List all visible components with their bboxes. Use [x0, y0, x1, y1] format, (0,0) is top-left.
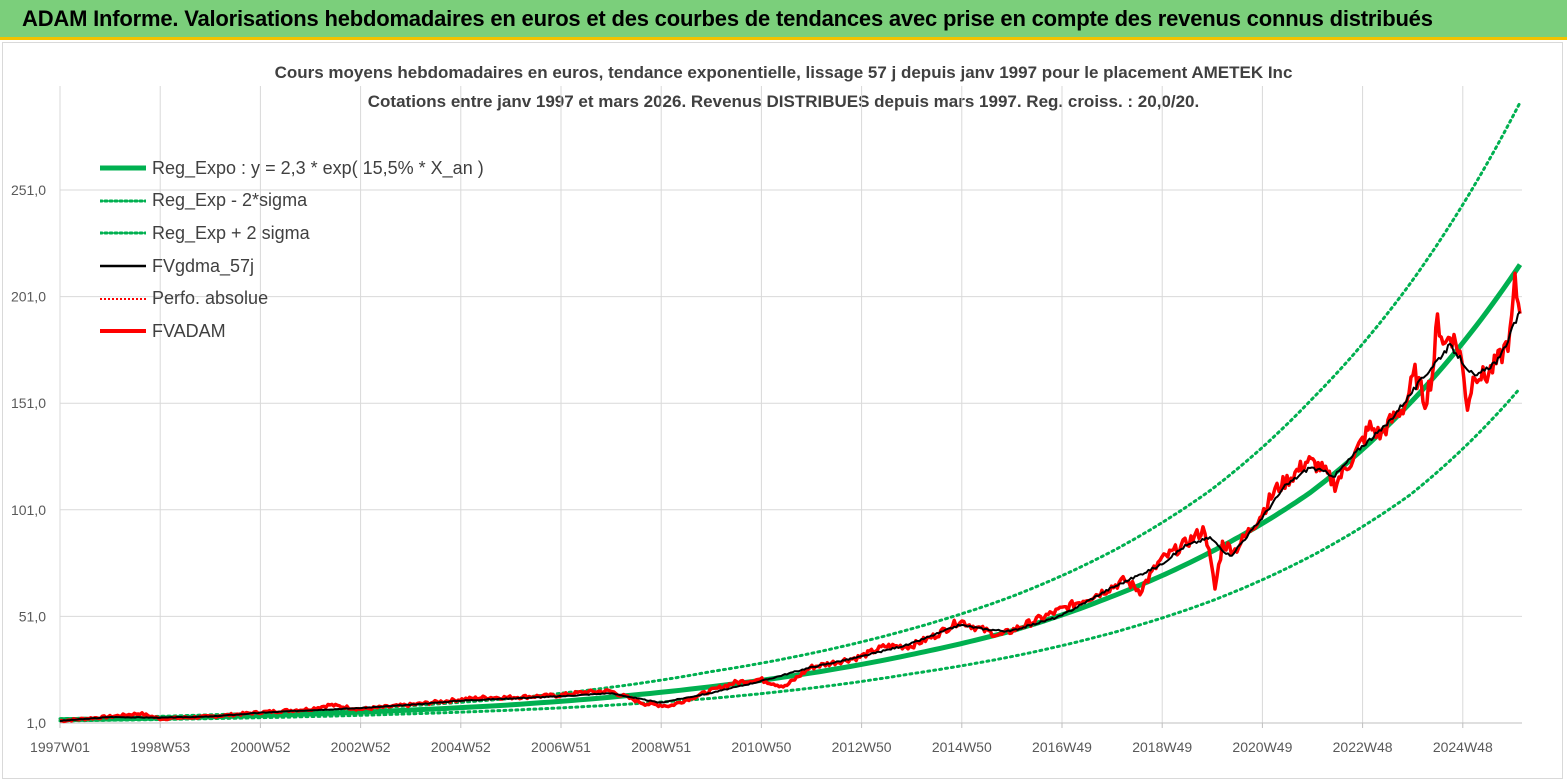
legend-label-fvgdma: FVgdma_57j [152, 255, 255, 276]
legend-label-reg-exp-minus: Reg_Exp - 2*sigma [152, 190, 308, 211]
chart-area [2, 42, 1563, 779]
legend-swatch-perfo [100, 297, 146, 300]
legend-item-reg-expo: Reg_Expo : y = 2,3 * exp( 15,5% * X_an ) [100, 152, 484, 185]
legend-item-fvgdma: FVgdma_57j [100, 250, 484, 283]
legend-label-perfo: Perfo. absolue [152, 288, 269, 309]
x-tick-label: 2020W49 [1232, 739, 1292, 755]
x-tick-label: 2004W52 [431, 739, 491, 755]
x-tick-label: 2002W52 [331, 739, 391, 755]
x-tick-label: 2010W50 [731, 739, 791, 755]
legend-item-reg-exp-plus: Reg_Exp + 2 sigma [100, 217, 484, 250]
x-tick-label: 2006W51 [531, 739, 591, 755]
series-reg-exp-minus-2sigma [58, 386, 1522, 723]
legend-swatch-reg-exp-minus [100, 199, 146, 203]
series-fvgdma-57j [59, 310, 1521, 722]
y-tick-label: 1,0 [27, 715, 47, 731]
x-tick-label: 2008W51 [631, 739, 691, 755]
legend-swatch-fvadam [100, 329, 146, 334]
x-tick-label: 2018W49 [1132, 739, 1192, 755]
chart-title: Cours moyens hebdomadaires en euros, ten… [274, 63, 1293, 82]
banner-title: ADAM Informe. Valorisations hebdomadaire… [22, 6, 1433, 31]
y-tick-label: 251,0 [11, 182, 46, 198]
legend-swatch-fvgdma [100, 264, 146, 268]
legend-swatch-reg-exp-plus [100, 231, 146, 235]
x-tick-label: 2016W49 [1032, 739, 1092, 755]
chart-legend: Reg_Expo : y = 2,3 * exp( 15,5% * X_an )… [100, 152, 484, 348]
report-banner: ADAM Informe. Valorisations hebdomadaire… [0, 0, 1567, 40]
legend-label-reg-expo: Reg_Expo : y = 2,3 * exp( 15,5% * X_an ) [152, 157, 484, 178]
x-tick-label: 1998W53 [130, 739, 190, 755]
series-lines [58, 101, 1523, 724]
x-tick-label: 2022W48 [1333, 739, 1393, 755]
x-tick-label: 2012W50 [832, 739, 892, 755]
series-reg-exp-plus-2sigma [58, 101, 1522, 721]
legend-swatch-reg-expo [100, 165, 146, 171]
y-tick-label: 151,0 [11, 395, 46, 411]
x-tick-label: 2014W50 [932, 739, 992, 755]
y-tick-label: 201,0 [11, 289, 46, 305]
x-tick-label: 1997W01 [30, 739, 90, 755]
y-tick-label: 101,0 [11, 502, 46, 518]
x-axis-ticks: 1997W01 1998W53 2000W52 2002W52 2004W52 2006W… [30, 739, 1493, 755]
chart-subtitle: Cotations entre janv 1997 et mars 2026. … [367, 92, 1200, 111]
x-tick-label: 2000W52 [230, 739, 290, 755]
legend-item-fvadam: FVADAM [100, 315, 484, 348]
legend-label-fvadam: FVADAM [152, 320, 226, 341]
legend-item-reg-exp-minus: Reg_Exp - 2*sigma [100, 185, 484, 218]
y-tick-label: 51,0 [19, 608, 46, 624]
y-axis-ticks: 1,0 51,0 101,0 151,0 201,0 251,0 [11, 182, 46, 731]
legend-item-perfo: Perfo. absolue [100, 282, 484, 315]
x-tick-label: 2024W48 [1433, 739, 1493, 755]
legend-label-reg-exp-plus: Reg_Exp + 2 sigma [152, 222, 310, 243]
